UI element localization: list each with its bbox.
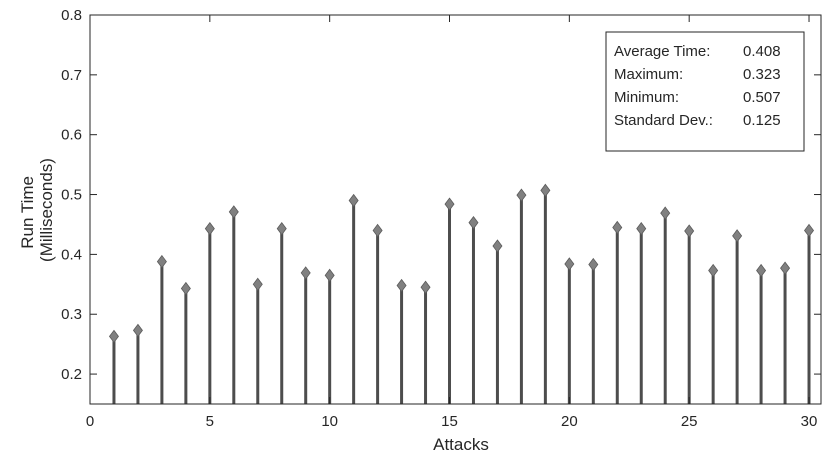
stem-marker xyxy=(396,278,407,293)
stem-marker xyxy=(540,183,551,198)
stem-marker xyxy=(300,266,311,280)
stem-marker xyxy=(180,281,191,296)
y-tick-label: 0.3 xyxy=(61,306,82,323)
stem-marker xyxy=(228,205,239,219)
stem-marker xyxy=(204,221,215,236)
x-tick-label: 10 xyxy=(321,413,338,430)
stem-marker xyxy=(684,224,695,238)
y-axis-label-line-2: (Milliseconds) xyxy=(37,158,56,262)
stem-marker xyxy=(252,277,263,291)
stem-marker xyxy=(588,257,599,272)
stats-label-maximum: Maximum: xyxy=(614,66,683,83)
y-tick-label: 0.8 xyxy=(61,7,82,24)
stem-marker xyxy=(804,223,815,238)
stats-box-frame xyxy=(605,31,805,152)
stem-marker xyxy=(156,254,167,269)
stats-box: Average Time: 0.408 Maximum: 0.323 Minim… xyxy=(605,31,805,152)
stem-marker xyxy=(780,261,791,275)
stats-label-std-dev: Standard Dev.: xyxy=(614,112,713,129)
stem-marker xyxy=(468,215,479,230)
stem-marker xyxy=(132,323,143,338)
stem-marker xyxy=(564,257,575,271)
x-axis-ticks: 0 5 10 15 20 25 30 xyxy=(86,15,818,430)
stem-marker xyxy=(420,280,431,294)
x-tick-label: 0 xyxy=(86,413,94,430)
x-axis-label: Attacks xyxy=(433,435,489,454)
y-tick-label: 0.2 xyxy=(61,366,82,383)
y-axis-label: Run Time (Milliseconds) xyxy=(18,158,56,262)
stem-marker xyxy=(732,229,743,243)
y-tick-label: 0.4 xyxy=(61,246,82,263)
x-tick-label: 15 xyxy=(441,413,458,430)
stats-label-minimum: Minimum: xyxy=(614,89,679,106)
stats-value-minimum: 0.507 xyxy=(743,89,781,106)
y-tick-label: 0.5 xyxy=(61,187,82,204)
stem-marker xyxy=(444,197,455,211)
y-axis-label-line-1: Run Time xyxy=(18,176,37,249)
y-axis-ticks: 0.2 0.3 0.4 0.5 0.6 0.7 0.8 xyxy=(61,7,821,383)
stats-value-maximum: 0.323 xyxy=(743,66,781,83)
stats-value-std-dev: 0.125 xyxy=(743,112,781,129)
stem-marker xyxy=(324,268,335,282)
stem-marker xyxy=(108,329,119,344)
x-tick-label: 5 xyxy=(206,413,214,430)
stem-marker xyxy=(612,220,623,235)
x-tick-label: 30 xyxy=(801,413,818,430)
stem-marker xyxy=(516,188,527,202)
stem-marker xyxy=(708,263,719,278)
stem-marker xyxy=(348,193,359,208)
stats-value-average: 0.408 xyxy=(743,43,781,60)
stem-marker xyxy=(660,206,671,220)
stem-marker xyxy=(372,223,383,238)
stats-label-average: Average Time: xyxy=(614,43,710,60)
x-tick-label: 20 xyxy=(561,413,578,430)
data-stems xyxy=(108,183,815,404)
axes-frame xyxy=(89,14,822,405)
stem-marker xyxy=(636,221,647,236)
stem-marker xyxy=(756,263,767,278)
y-tick-label: 0.6 xyxy=(61,127,82,144)
stem-marker xyxy=(276,221,287,236)
x-tick-label: 25 xyxy=(681,413,698,430)
stem-marker xyxy=(492,239,503,253)
y-tick-label: 0.7 xyxy=(61,67,82,84)
